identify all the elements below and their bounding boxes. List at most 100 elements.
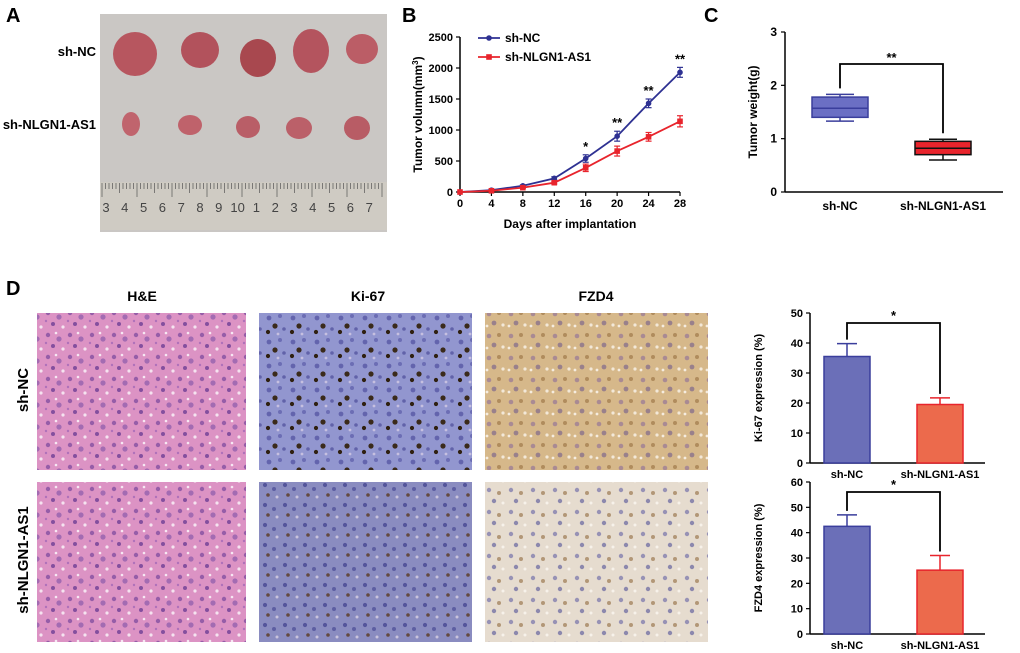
tumor-row-sh-nlgn1-as1 (122, 112, 370, 140)
x-tick-label: 28 (674, 198, 686, 210)
y-tick-label: 0 (770, 185, 777, 199)
micrograph-he-sh-nlgn1-as1 (37, 482, 246, 642)
data-point (645, 134, 652, 140)
significance-marker: * (891, 308, 897, 323)
significance-marker: ** (886, 50, 897, 65)
tumor-specimen (113, 32, 157, 76)
bar-sh-nc (823, 355, 871, 464)
significance-bracket (846, 322, 941, 394)
data-point (457, 189, 463, 195)
y-tick-label: 2 (770, 78, 777, 92)
micrograph-fzd4-sh-nlgn1-as1 (485, 482, 708, 642)
tumor-specimen (344, 116, 370, 140)
y-tick-label: 50 (791, 308, 803, 320)
significance-marker: * (583, 139, 589, 154)
fzd4-expression-chart: 0 10 20 30 40 50 60 FZD4 expression (%) sh-NC sh-… (753, 477, 985, 652)
y-tick-label: 60 (791, 477, 803, 489)
row-label-sh-nc: sh-NC (58, 44, 97, 59)
tumor-specimen (178, 115, 202, 135)
x-axis-label: Days after implantation (504, 217, 637, 231)
data-point (614, 133, 620, 139)
x-tick-label: 8 (520, 198, 526, 210)
row-label-sh-nlgn1-as1: sh-NLGN1-AS1 (3, 117, 96, 132)
y-tick-label: 20 (791, 578, 803, 590)
data-point (582, 155, 589, 162)
column-title-ki67: Ki-67 (351, 288, 385, 304)
row-label-sh-nlgn1-as1: sh-NLGN1-AS1 (15, 506, 32, 614)
ruler (100, 182, 387, 230)
y-tick-label: 0 (447, 187, 453, 199)
legend-label: sh-NC (505, 31, 541, 45)
bar-sh-nc (823, 525, 871, 635)
bar-sh-nlgn1-as1 (916, 569, 964, 635)
ruler-digit: 7 (366, 200, 373, 215)
panel-letter-b: B (402, 5, 416, 27)
micrograph-ki67-sh-nc (259, 313, 472, 470)
ruler-digit: 5 (328, 200, 335, 215)
micrograph-he-sh-nc (37, 313, 246, 470)
y-tick-label: 2500 (429, 32, 453, 44)
tumor-weight-chart: 0 1 2 3 Tumor weight(g) sh-NC sh-NLGN1-AS1 ** (746, 25, 1003, 213)
x-tick-label: 20 (611, 198, 623, 210)
tumor-specimen (181, 32, 219, 68)
ruler-digit: 4 (309, 200, 316, 215)
data-point (645, 100, 652, 107)
panel-c: C 0 1 2 3 Tumor weight(g) sh-NC sh-NLGN1-AS1 ** (704, 5, 1003, 213)
box-sh-nc (811, 96, 869, 119)
tumor-volume-chart: 0 500 1000 1500 2000 2500 0 4 8 12 16 20 24 28 Days af… (411, 31, 686, 231)
y-tick-label: 40 (791, 338, 803, 350)
x-category-label: sh-NC (831, 469, 863, 481)
y-tick-label: 0 (797, 629, 803, 641)
tumor-specimen (236, 116, 260, 138)
ruler-digit: 4 (121, 200, 128, 215)
ruler-digit: 6 (159, 200, 166, 215)
significance-marker: * (891, 477, 897, 492)
panel-a: A 3 4 5 6 7 8 9 10 1 2 3 4 5 6 7 sh-NC sh-NLGN1-AS1 (3, 5, 387, 232)
x-category-label: sh-NC (822, 199, 858, 213)
tumor-specimen (346, 34, 378, 64)
ruler-digits: 3 4 5 6 7 8 9 10 1 2 3 4 5 6 7 (102, 200, 372, 215)
panel-letter-a: A (6, 5, 20, 27)
ruler-digit: 6 (347, 200, 354, 215)
significance-marker: ** (675, 51, 686, 66)
legend-marker (486, 54, 492, 60)
y-tick-label: 500 (435, 156, 453, 168)
panel-b: B 0 500 1000 1500 2000 2500 0 4 8 12 16 20 24 28 Days … (402, 5, 686, 231)
data-point (677, 69, 683, 76)
tumor-row-sh-nc (113, 29, 378, 77)
y-tick-label: 50 (791, 502, 803, 514)
y-tick-label: 1 (770, 132, 777, 146)
ruler-digit: 8 (196, 200, 203, 215)
legend-marker (486, 35, 492, 41)
x-tick-label: 12 (548, 198, 560, 210)
data-point (614, 148, 620, 154)
tumor-specimen (286, 117, 312, 139)
y-tick-label: 30 (791, 553, 803, 565)
significance-bracket (839, 63, 944, 134)
y-tick-label: 10 (791, 604, 803, 616)
column-title-fzd4: FZD4 (579, 288, 614, 304)
tumor-specimen (240, 39, 276, 77)
ki67-expression-chart: 0 10 20 30 40 50 Ki-67 expression (%) sh-NC sh-N… (753, 308, 985, 481)
ruler-digit: 5 (140, 200, 147, 215)
data-point (520, 184, 526, 191)
panel-letter-d: D (6, 278, 20, 300)
significance-marker: ** (612, 115, 623, 130)
significance-marker: ** (644, 83, 655, 98)
y-tick-label: 3 (770, 25, 777, 39)
y-tick-label: 30 (791, 368, 803, 380)
y-tick-label: 2000 (429, 63, 453, 75)
x-tick-label: 24 (642, 198, 655, 210)
data-point (582, 165, 589, 171)
panel-letter-c: C (704, 5, 718, 27)
x-tick-label: 0 (457, 198, 463, 210)
ruler-digit: 3 (102, 200, 109, 215)
y-tick-label: 20 (791, 398, 803, 410)
y-axis-label: FZD4 expression (%) (753, 503, 765, 612)
x-category-label: sh-NLGN1-AS1 (900, 199, 986, 213)
x-category-label: sh-NLGN1-AS1 (901, 640, 980, 652)
series-line-sh-nlgn1-as1 (459, 120, 681, 193)
ruler-digit: 9 (215, 200, 222, 215)
x-tick-label: 16 (580, 198, 592, 210)
